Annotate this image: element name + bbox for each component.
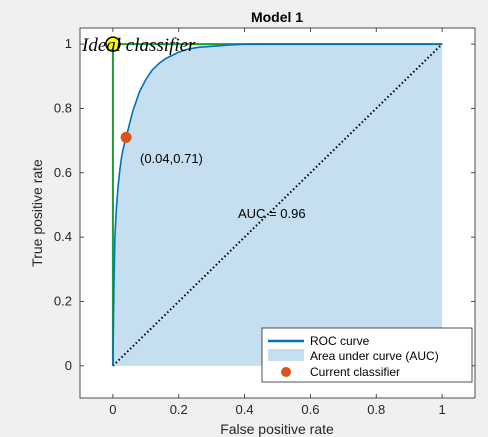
auc-label: AUC = 0.96 bbox=[238, 206, 306, 221]
y-tick-label: 0.4 bbox=[54, 229, 72, 244]
y-axis-label: True positive rate bbox=[29, 159, 45, 267]
x-tick-label: 0.4 bbox=[236, 402, 254, 417]
y-tick-label: 0.2 bbox=[54, 293, 72, 308]
y-tick-label: 0.6 bbox=[54, 165, 72, 180]
current-classifier-point bbox=[120, 131, 132, 143]
random-diagonal-line bbox=[112, 43, 443, 367]
roc-curve-line bbox=[112, 43, 443, 366]
plot-frame bbox=[79, 27, 476, 399]
legend-auc-label: Area under curve (AUC) bbox=[310, 349, 439, 363]
y-tick-label: 1 bbox=[65, 36, 72, 51]
legend-box bbox=[261, 327, 473, 383]
ideal-classifier-point bbox=[105, 36, 121, 52]
ideal-classifier-label: Ideal classifier bbox=[81, 35, 196, 56]
legend-current-swatch bbox=[281, 367, 291, 377]
x-tick-label: 0.2 bbox=[170, 402, 188, 417]
y-tick-label: 0.8 bbox=[54, 100, 72, 115]
legend-current-label: Current classifier bbox=[310, 365, 400, 379]
y-tick-label: 0 bbox=[65, 358, 72, 373]
x-tick-label: 0 bbox=[109, 402, 116, 417]
x-tick-label: 1 bbox=[438, 402, 445, 417]
chart-title: Model 1 bbox=[251, 9, 303, 25]
legend-roc-label: ROC curve bbox=[310, 334, 370, 348]
x-tick-label: 0.8 bbox=[367, 402, 385, 417]
x-axis-label: False positive rate bbox=[220, 421, 334, 437]
legend-auc-swatch bbox=[268, 349, 304, 361]
current-classifier-label: (0.04,0.71) bbox=[140, 151, 203, 166]
x-tick-label: 0.6 bbox=[301, 402, 319, 417]
